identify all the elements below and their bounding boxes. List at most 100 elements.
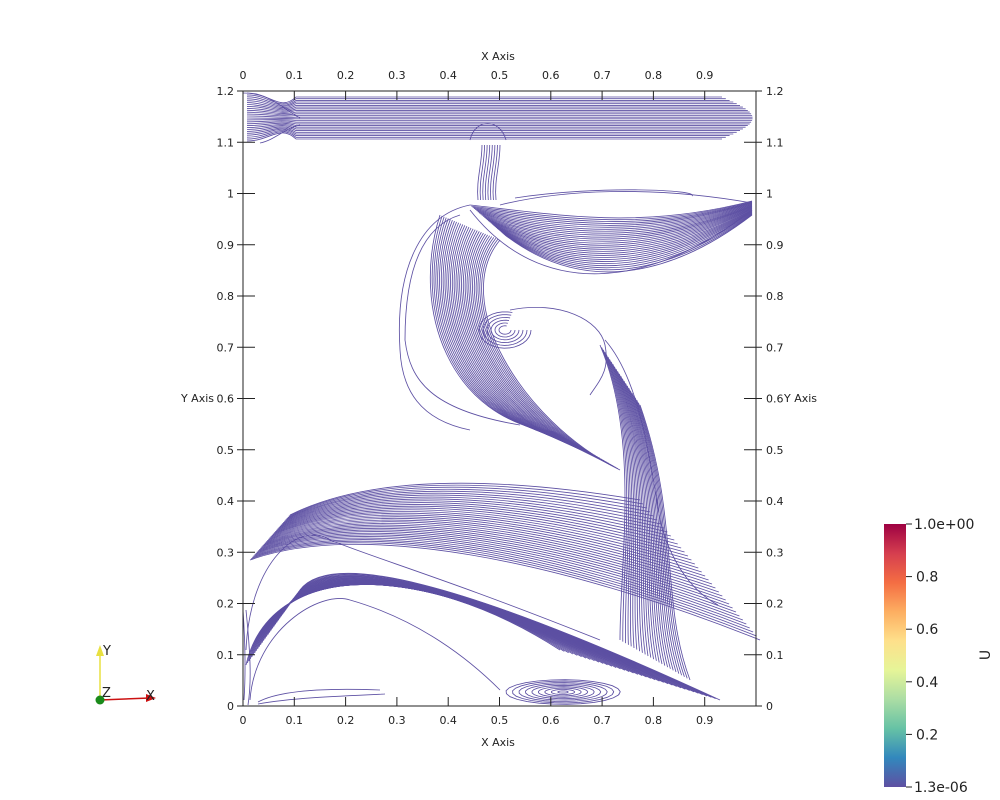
streamline-mid bbox=[265, 521, 713, 585]
streamline-fan bbox=[493, 209, 753, 254]
x-ticks: 0 0 0.1 0.1 0.2 0.2 0.3 0.3 0.4 0.4 0.5 0.5 0.6 0.6 0.… bbox=[240, 69, 714, 727]
streamline-fan bbox=[471, 201, 753, 221]
y-tick-label-right: 0.3 bbox=[766, 546, 784, 559]
streamline-eddy bbox=[518, 682, 608, 702]
streamline-channel bbox=[246, 102, 740, 110]
y-tick-label-right: 0.6 bbox=[766, 393, 784, 406]
streamline-fan bbox=[477, 203, 753, 230]
streamline-mid bbox=[261, 527, 726, 601]
y-tick-label-left: 0.4 bbox=[217, 495, 235, 508]
streamline-mid bbox=[257, 532, 737, 613]
streamline-right bbox=[623, 380, 663, 665]
streamline-mid bbox=[269, 516, 702, 573]
y-axis-title-left: Y Axis bbox=[180, 392, 214, 405]
orientation-y-arrowhead bbox=[96, 645, 104, 656]
streamline-fan bbox=[489, 208, 753, 248]
streamline-mid bbox=[278, 502, 675, 541]
streamline-fan bbox=[484, 206, 753, 240]
color-legend-tick-label: 0.2 bbox=[916, 727, 938, 743]
streamline-lower bbox=[280, 580, 664, 683]
streamline-mid bbox=[287, 486, 647, 518]
streamline-jet bbox=[482, 144, 488, 201]
streamline-fan bbox=[494, 210, 753, 256]
streamline-mid bbox=[274, 507, 685, 553]
color-legend-ticks: 0.2 0.4 0.6 0.8 bbox=[906, 523, 938, 788]
streamline-lower bbox=[249, 598, 501, 701]
x-tick-label-bottom: 0 bbox=[240, 714, 247, 727]
streamline-jet bbox=[487, 144, 493, 201]
streamline-channel bbox=[246, 127, 737, 134]
streamline-channel bbox=[246, 94, 726, 105]
streamline-channel bbox=[246, 100, 737, 108]
streamline-vortex bbox=[482, 314, 528, 346]
streamline-jet bbox=[484, 144, 491, 201]
streamline-right bbox=[620, 376, 657, 661]
streamline-mid bbox=[276, 505, 682, 549]
x-tick-label-bottom: 0.8 bbox=[645, 714, 663, 727]
streamline-mid bbox=[273, 509, 689, 557]
streamline-mid bbox=[284, 492, 658, 522]
x-tick-label-bottom: 0.2 bbox=[337, 714, 355, 727]
color-legend: 0.2 0.4 0.6 0.8 1.0e+00 1.3e-06 U bbox=[884, 517, 994, 796]
streamline-mid bbox=[286, 488, 651, 520]
streamline-fan bbox=[486, 207, 753, 244]
streamline-right bbox=[634, 397, 683, 676]
y-tick-label-left: 1.2 bbox=[217, 85, 235, 98]
y-tick-label-right: 1.2 bbox=[766, 85, 784, 98]
streamline-lower bbox=[245, 583, 561, 666]
y-tick-label-left: 1 bbox=[227, 188, 234, 201]
x-tick-label-bottom: 0.1 bbox=[286, 714, 304, 727]
streamline-channel bbox=[246, 117, 753, 120]
streamline-jet bbox=[490, 144, 496, 201]
streamline-vortex bbox=[498, 325, 512, 335]
streamline-right bbox=[633, 395, 680, 674]
streamline-eddy bbox=[505, 679, 621, 705]
streamline-fan bbox=[502, 213, 753, 269]
y-tick-label-left: 0.7 bbox=[217, 341, 235, 354]
streamline-sweep bbox=[404, 214, 521, 426]
streamline-mid bbox=[256, 534, 740, 617]
x-tick-label-bottom: 0.4 bbox=[439, 714, 457, 727]
streamline-mid bbox=[289, 482, 641, 516]
streamline-fan bbox=[490, 208, 753, 250]
streamline-right bbox=[622, 378, 660, 663]
y-tick-label-right: 0.9 bbox=[766, 239, 784, 252]
streamline-sweep bbox=[509, 306, 607, 396]
color-legend-tick-label: 0.6 bbox=[916, 622, 938, 638]
streamline-vortex bbox=[478, 311, 532, 349]
x-tick-label-bottom: 0.7 bbox=[593, 714, 611, 727]
streamline-right bbox=[602, 349, 629, 644]
streamline-lower bbox=[282, 579, 669, 685]
x-axis-title-bottom: X Axis bbox=[481, 736, 515, 749]
streamline-channel bbox=[246, 104, 743, 111]
x-axis-title-top: X Axis bbox=[481, 50, 515, 63]
streamline-fan bbox=[480, 204, 753, 234]
streamline-right bbox=[607, 356, 635, 649]
y-tick-label-right: 0.8 bbox=[766, 290, 784, 303]
y-tick-label-right: 0.7 bbox=[766, 341, 784, 354]
streamline-right bbox=[626, 385, 669, 668]
x-tick-label-top: 0.2 bbox=[337, 69, 355, 82]
streamline-lower bbox=[279, 580, 660, 682]
orientation-x-arrow bbox=[99, 697, 151, 701]
streamline-lower bbox=[258, 583, 600, 663]
streamline-lower bbox=[245, 534, 601, 651]
y-tick-label-right: 0 bbox=[766, 700, 773, 713]
streamline-mid bbox=[271, 512, 695, 565]
streamline-mid bbox=[281, 496, 665, 529]
color-legend-tick-label: 0.4 bbox=[916, 675, 938, 691]
streamline-fan bbox=[500, 213, 753, 267]
streamline-right bbox=[601, 347, 628, 642]
streamline-fan bbox=[472, 201, 753, 223]
streamline-floor bbox=[257, 693, 386, 705]
streamline-channel bbox=[246, 124, 746, 129]
x-tick-label-top: 0.3 bbox=[388, 69, 406, 82]
streamline-fan bbox=[503, 214, 753, 271]
streamline-right bbox=[610, 361, 641, 652]
streamline-eddy bbox=[537, 686, 589, 698]
streamline-right bbox=[604, 339, 719, 606]
streamline-mid bbox=[250, 542, 757, 637]
orientation-axes[interactable]: X Y Z bbox=[95, 644, 157, 705]
orientation-x-arrowhead bbox=[146, 694, 156, 702]
